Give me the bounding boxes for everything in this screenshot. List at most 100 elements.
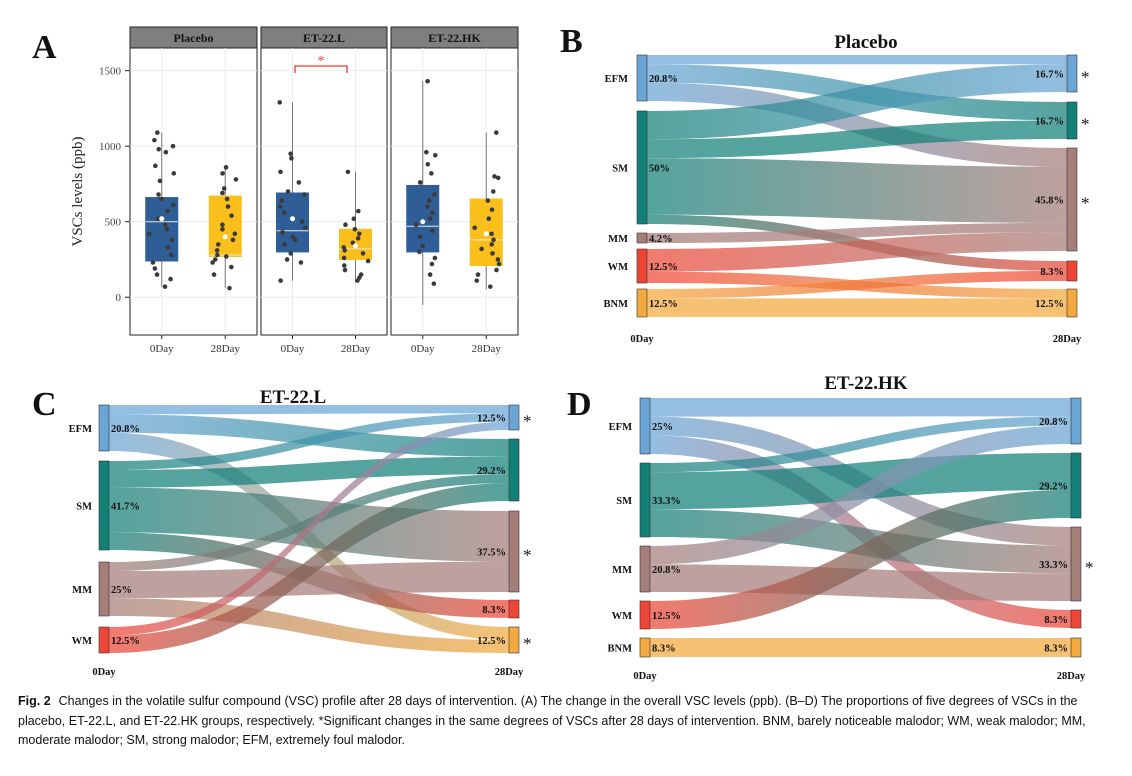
sankey-end-day-label: 28Day [495, 667, 524, 678]
sankey-flow-efm-to-efm [650, 398, 1071, 417]
sankey-flow-wm-to-mm [647, 232, 1067, 272]
facet-strip-label: Placebo [174, 31, 214, 45]
sankey-start-percent: 20.8% [652, 565, 681, 576]
figure: A 0 500 1000 1500 VSCs levels (ppb) Placebo 0Da… [32, 23, 1094, 682]
sankey-category-label: SM [616, 496, 632, 507]
significance-star: * [1085, 558, 1094, 577]
sankey-node-end-sm [1070, 452, 1082, 519]
sankey-flow-sm-to-sm [647, 120, 1067, 159]
data-point [281, 210, 287, 215]
data-point [432, 152, 438, 158]
data-point [279, 198, 285, 203]
sankey-end-percent: 29.2% [477, 466, 506, 477]
data-point [343, 222, 348, 228]
sankey-flow-efm-to-efm [109, 405, 509, 415]
sankey-flows [109, 55, 1071, 657]
data-point [491, 237, 496, 243]
sankey-end-percent: 8.3% [482, 605, 506, 616]
facet-frame [260, 47, 388, 336]
caption-label: Fig. 2 [18, 694, 51, 708]
data-point [146, 231, 152, 237]
sankey-start-percent: 12.5% [649, 299, 678, 310]
sankey-node-start-wm [636, 248, 648, 284]
data-point [227, 285, 232, 291]
data-point [479, 246, 484, 252]
data-point [420, 243, 425, 249]
data-point [351, 216, 357, 221]
data-point [426, 198, 432, 203]
y-axis-label: VSCs levels (ppb) [70, 137, 86, 247]
sankey-flow-sm-to-mm [647, 158, 1067, 223]
sankey-category-label: WM [608, 262, 629, 273]
data-point [155, 130, 160, 135]
data-point [296, 180, 302, 185]
sankey-category-label: MM [612, 565, 632, 576]
sankey-title: ET-22.HK [824, 373, 907, 394]
sankey-start-percent: 25% [111, 585, 132, 596]
data-point [495, 175, 501, 181]
data-point [345, 169, 351, 175]
sankey-category-label: EFM [605, 74, 628, 85]
data-point [223, 254, 229, 259]
facet-frame [129, 47, 258, 336]
sankey-flow-efm-to-mm [647, 82, 1067, 167]
data-point [288, 251, 294, 256]
data-point [163, 149, 169, 155]
data-point [429, 261, 435, 267]
sankey-end-percent: 45.8% [1035, 196, 1064, 207]
data-point [355, 278, 360, 283]
y-tick-label: 1000 [99, 141, 122, 153]
figure-caption: Fig. 2 Changes in the volatile sulfur com… [18, 692, 1118, 751]
sankey-node-start-bnm [639, 637, 651, 658]
data-point [168, 252, 174, 258]
sankey-title: Placebo [834, 32, 897, 53]
sankey-start-percent: 4.2% [649, 234, 673, 245]
data-point [425, 162, 431, 167]
data-point [155, 216, 161, 221]
data-point [342, 267, 348, 273]
data-point [417, 180, 423, 185]
sankey-start-day-label: 0Day [630, 334, 654, 345]
y-tick-label: 0 [116, 292, 122, 304]
data-point [212, 257, 218, 262]
sankey-start-percent: 20.8% [111, 424, 140, 435]
data-point [159, 196, 164, 202]
data-point [280, 229, 285, 235]
data-point [472, 225, 477, 231]
data-point [429, 171, 434, 176]
data-point [150, 260, 156, 265]
data-point [164, 226, 170, 232]
sankey-end-percent: 29.2% [1039, 482, 1068, 493]
data-point [425, 78, 430, 84]
data-point [169, 237, 175, 243]
data-point [342, 248, 348, 253]
panel-letter-a: A [32, 29, 57, 66]
sankey-start-day-label: 0Day [92, 667, 116, 678]
data-point [152, 137, 157, 143]
sankey-node-end-efm [1070, 397, 1082, 445]
sankey-flow-wm-to-efm [109, 421, 509, 636]
caption-text: Changes in the volatile sulfur compound … [18, 694, 1086, 747]
sankey-node-start-efm [639, 397, 651, 455]
sankey-node-end-wm [508, 599, 520, 619]
sankey-node-end-sm [508, 438, 520, 502]
data-point [211, 272, 217, 277]
sankey-category-label: BNM [604, 299, 629, 310]
data-point [220, 190, 225, 196]
data-point [490, 189, 496, 194]
significance-star: * [1081, 68, 1090, 87]
sankey-end-percent: 33.3% [1039, 560, 1068, 571]
x-tick-label: 0Day [150, 343, 174, 355]
sankey-node-start-wm [639, 600, 651, 630]
data-point [427, 272, 433, 277]
sankey-start-percent: 50% [649, 164, 670, 175]
sankey-flow-sm-to-efm [109, 413, 509, 470]
data-point [430, 210, 435, 215]
sankey-category-label: BNM [608, 644, 633, 655]
data-point [302, 225, 308, 231]
sankey-start-percent: 33.3% [652, 496, 681, 507]
data-point [168, 276, 173, 282]
sankey-category-label: WM [72, 636, 93, 647]
data-point [299, 219, 305, 225]
data-point [224, 196, 230, 202]
